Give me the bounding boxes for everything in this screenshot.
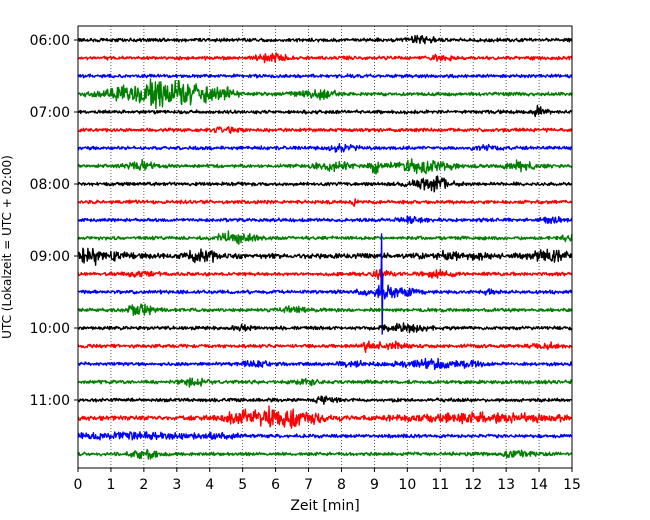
trace-line [77, 322, 573, 334]
x-axis-label: Zeit [min] [290, 498, 359, 514]
trace-line [77, 73, 573, 79]
x-tick-label: 11 [431, 477, 449, 493]
x-tick-label: 13 [497, 477, 515, 493]
trace-line [77, 104, 573, 118]
trace-line [77, 303, 573, 316]
x-tick-label: 12 [464, 477, 482, 493]
y-tick-label: 09:00 [30, 249, 70, 265]
y-axis-ticks: 06:00 07:00 08:00 09:00 10:00 11:00 [30, 33, 78, 409]
trace-line [77, 158, 573, 175]
y-tick-label: 07:00 [30, 105, 70, 121]
y-axis-label: UTC (Lokalzeit = UTC + 02:00) [0, 155, 14, 339]
x-tick-label: 2 [139, 477, 148, 493]
trace-line [77, 52, 573, 64]
trace-line [77, 377, 573, 388]
trace-line [77, 268, 573, 281]
trace-line [77, 78, 573, 109]
trace-line [77, 230, 573, 245]
trace-line [77, 357, 573, 371]
trace-line [77, 431, 573, 441]
plot-frame [77, 25, 573, 469]
trace-line [77, 448, 573, 460]
trace-line [77, 198, 573, 207]
x-tick-label: 15 [563, 477, 581, 493]
trace-line [77, 247, 573, 266]
trace-line [77, 405, 573, 429]
trace-line [77, 340, 573, 353]
x-tick-label: 14 [530, 477, 548, 493]
x-tick-label: 5 [238, 477, 247, 493]
trace-line [77, 215, 573, 225]
x-tick-label: 0 [74, 477, 83, 493]
trace-line [77, 34, 573, 45]
y-tick-label: 08:00 [30, 177, 70, 193]
x-tick-label: 9 [370, 477, 379, 493]
trace-line [77, 126, 573, 134]
x-tick-label: 8 [337, 477, 346, 493]
y-tick-label: 10:00 [30, 321, 70, 337]
trace-line [77, 233, 573, 335]
x-tick-label: 4 [205, 477, 214, 493]
x-tick-label: 3 [172, 477, 181, 493]
trace-line [77, 175, 573, 193]
y-tick-label: 11:00 [30, 393, 70, 409]
y-tick-label: 06:00 [30, 33, 70, 49]
x-tick-label: 6 [271, 477, 280, 493]
x-tick-label: 7 [304, 477, 313, 493]
trace-line [77, 143, 573, 153]
x-tick-label: 1 [106, 477, 115, 493]
trace-line [77, 395, 573, 405]
x-tick-label: 10 [398, 477, 416, 493]
x-axis-ticks: 0 1 2 3 4 5 6 7 8 9 10 11 12 13 14 15 [74, 468, 581, 493]
seismogram-traces [77, 34, 573, 460]
